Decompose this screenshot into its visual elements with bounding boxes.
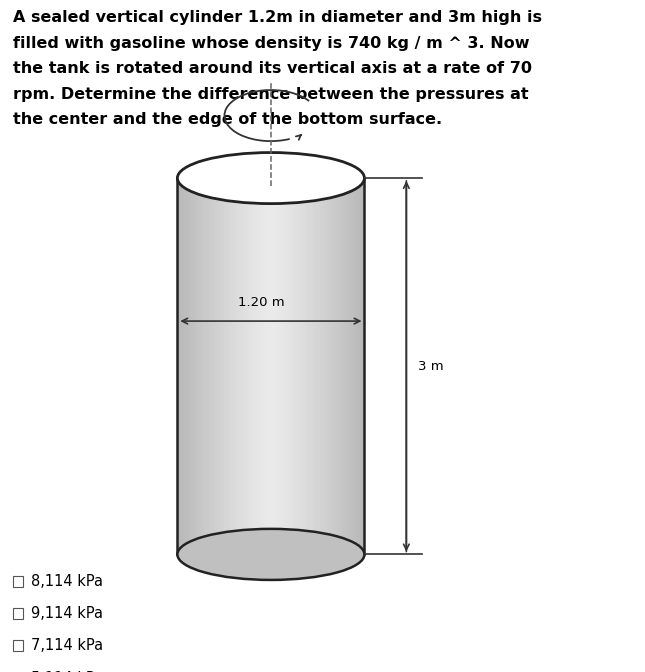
Polygon shape — [236, 178, 238, 554]
Polygon shape — [194, 178, 196, 554]
Polygon shape — [199, 178, 201, 554]
Polygon shape — [226, 178, 229, 554]
Polygon shape — [308, 178, 311, 554]
Polygon shape — [297, 178, 299, 554]
Polygon shape — [275, 178, 278, 554]
Polygon shape — [324, 178, 327, 554]
Polygon shape — [318, 178, 320, 554]
Text: the tank is rotated around its vertical axis at a rate of 70: the tank is rotated around its vertical … — [13, 61, 532, 76]
Polygon shape — [360, 178, 362, 554]
Polygon shape — [355, 178, 357, 554]
Text: A sealed vertical cylinder 1.2m in diameter and 3m high is: A sealed vertical cylinder 1.2m in diame… — [13, 10, 542, 25]
Text: 7,114 kPa: 7,114 kPa — [31, 638, 103, 653]
Polygon shape — [182, 178, 184, 554]
Polygon shape — [306, 178, 308, 554]
Polygon shape — [184, 178, 187, 554]
Polygon shape — [217, 178, 219, 554]
Text: 8,114 kPa: 8,114 kPa — [31, 574, 103, 589]
Polygon shape — [285, 178, 287, 554]
Polygon shape — [313, 178, 315, 554]
Polygon shape — [337, 178, 339, 554]
Ellipse shape — [177, 529, 364, 580]
Polygon shape — [189, 178, 192, 554]
Polygon shape — [224, 178, 226, 554]
Polygon shape — [268, 178, 271, 554]
Polygon shape — [208, 178, 210, 554]
Polygon shape — [327, 178, 330, 554]
Polygon shape — [362, 178, 364, 554]
Polygon shape — [229, 178, 231, 554]
Text: the center and the edge of the bottom surface.: the center and the edge of the bottom su… — [13, 112, 442, 127]
Polygon shape — [311, 178, 313, 554]
Polygon shape — [233, 178, 236, 554]
Polygon shape — [294, 178, 297, 554]
Polygon shape — [315, 178, 318, 554]
Polygon shape — [292, 178, 294, 554]
Polygon shape — [339, 178, 341, 554]
Text: 5,114 kPa: 5,114 kPa — [31, 671, 103, 672]
Polygon shape — [271, 178, 273, 554]
Polygon shape — [205, 178, 208, 554]
Text: 1.20 m: 1.20 m — [238, 296, 284, 309]
Polygon shape — [13, 576, 23, 587]
Polygon shape — [357, 178, 360, 554]
Polygon shape — [177, 178, 180, 554]
Polygon shape — [245, 178, 248, 554]
Polygon shape — [187, 178, 189, 554]
Text: 9,114 kPa: 9,114 kPa — [31, 606, 103, 621]
Polygon shape — [241, 178, 243, 554]
Polygon shape — [304, 178, 306, 554]
Polygon shape — [299, 178, 301, 554]
Polygon shape — [330, 178, 332, 554]
Polygon shape — [215, 178, 217, 554]
Polygon shape — [13, 608, 23, 619]
Polygon shape — [280, 178, 283, 554]
Polygon shape — [252, 178, 255, 554]
Polygon shape — [219, 178, 222, 554]
Polygon shape — [348, 178, 350, 554]
Polygon shape — [341, 178, 343, 554]
Polygon shape — [238, 178, 241, 554]
Polygon shape — [212, 178, 215, 554]
Polygon shape — [266, 178, 268, 554]
Polygon shape — [259, 178, 262, 554]
Polygon shape — [278, 178, 280, 554]
Text: rpm. Determine the difference between the pressures at: rpm. Determine the difference between th… — [13, 87, 528, 101]
Polygon shape — [243, 178, 245, 554]
Polygon shape — [322, 178, 324, 554]
Polygon shape — [264, 178, 266, 554]
Polygon shape — [196, 178, 199, 554]
Polygon shape — [320, 178, 322, 554]
Polygon shape — [283, 178, 285, 554]
Polygon shape — [210, 178, 212, 554]
Polygon shape — [353, 178, 355, 554]
Polygon shape — [290, 178, 292, 554]
Polygon shape — [248, 178, 250, 554]
Text: filled with gasoline whose density is 740 kg / m ^ 3. Now: filled with gasoline whose density is 74… — [13, 36, 530, 50]
Polygon shape — [350, 178, 353, 554]
Polygon shape — [13, 640, 23, 651]
Polygon shape — [262, 178, 264, 554]
Polygon shape — [201, 178, 203, 554]
Polygon shape — [255, 178, 257, 554]
Polygon shape — [273, 178, 275, 554]
Polygon shape — [231, 178, 233, 554]
Polygon shape — [203, 178, 205, 554]
Polygon shape — [287, 178, 290, 554]
Polygon shape — [250, 178, 252, 554]
Polygon shape — [334, 178, 337, 554]
Polygon shape — [346, 178, 348, 554]
Polygon shape — [192, 178, 194, 554]
Ellipse shape — [177, 153, 364, 204]
Polygon shape — [301, 178, 304, 554]
Polygon shape — [343, 178, 346, 554]
Polygon shape — [332, 178, 334, 554]
Text: 3 m: 3 m — [418, 360, 444, 373]
Polygon shape — [257, 178, 259, 554]
Polygon shape — [222, 178, 224, 554]
Polygon shape — [180, 178, 182, 554]
